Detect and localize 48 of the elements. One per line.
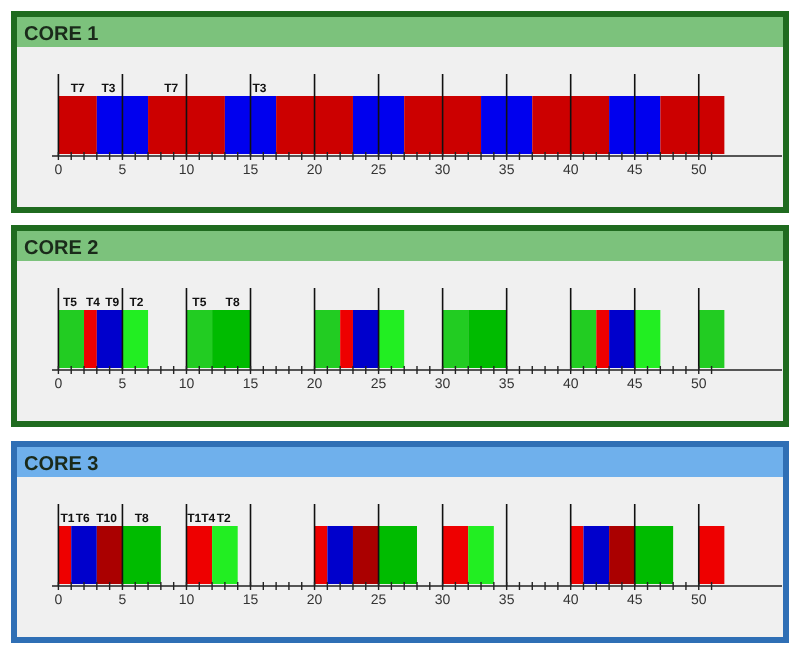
bar	[314, 310, 341, 368]
bar	[596, 310, 610, 368]
bar	[186, 526, 213, 584]
bar	[186, 310, 213, 368]
bar	[583, 526, 610, 584]
bar	[340, 310, 353, 368]
bar	[698, 526, 725, 584]
bar	[122, 526, 161, 584]
chart-title: CORE 1	[24, 24, 100, 46]
bar	[58, 526, 72, 584]
bar	[404, 96, 482, 154]
bar	[609, 310, 635, 368]
bar	[352, 526, 379, 584]
chart-title: CORE 3	[24, 454, 100, 476]
bar	[378, 526, 417, 584]
bar	[698, 310, 725, 368]
bar	[660, 96, 725, 154]
bar	[634, 526, 674, 584]
bar	[570, 310, 597, 368]
bar	[122, 310, 149, 368]
bar	[609, 96, 661, 154]
bar	[468, 310, 507, 368]
bar	[378, 310, 405, 368]
bar	[96, 310, 123, 368]
bar	[276, 96, 353, 154]
chart-title: CORE 2	[24, 238, 100, 260]
bar	[609, 526, 635, 584]
bar	[634, 310, 661, 368]
bar	[212, 310, 251, 368]
bar	[570, 526, 584, 584]
bar	[442, 310, 469, 368]
bar	[96, 96, 149, 154]
bar	[327, 526, 353, 584]
bar	[148, 96, 225, 154]
bar	[212, 526, 238, 584]
bar	[71, 526, 97, 584]
bar	[224, 96, 277, 154]
bar	[481, 96, 533, 154]
bar	[96, 526, 123, 584]
bar	[314, 526, 328, 584]
bar	[468, 526, 494, 584]
bar	[442, 526, 469, 584]
bar	[352, 96, 405, 154]
bar	[84, 310, 97, 368]
bar	[58, 96, 97, 154]
bar	[58, 310, 85, 368]
bar	[532, 96, 610, 154]
bar	[352, 310, 379, 368]
